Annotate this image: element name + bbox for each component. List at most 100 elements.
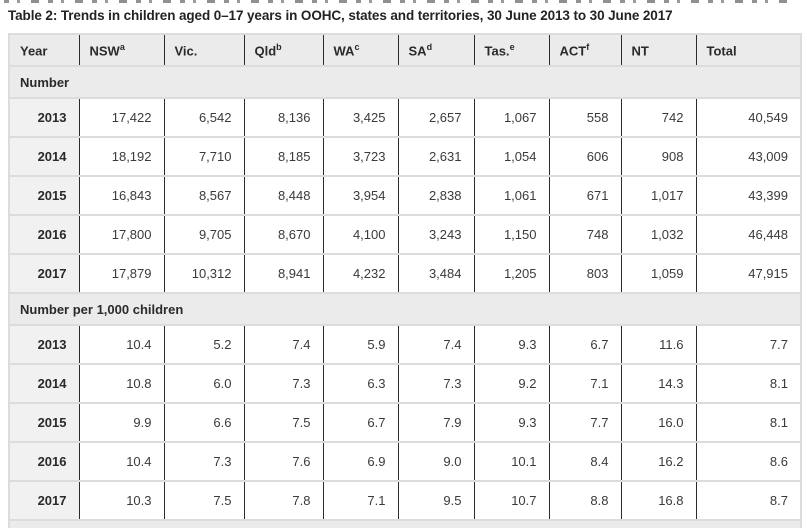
data-cell: 7.6 [243, 441, 323, 481]
footnote-marker: d [426, 41, 433, 52]
table-row: 2014 18,192 7,710 8,185 3,723 2,631 1,05… [9, 136, 801, 176]
data-cell: 46,448 [695, 214, 801, 254]
footnote-marker: f [586, 41, 590, 52]
data-cell: 8,185 [243, 136, 323, 176]
year-cell: 2017 [9, 480, 79, 520]
data-cell: 7,710 [163, 136, 244, 176]
data-cell: 43,009 [695, 136, 801, 176]
data-cell: 8.6 [695, 441, 801, 481]
data-cell: 9,705 [163, 214, 244, 254]
data-cell: 7.1 [322, 480, 398, 520]
data-cell: 14.3 [620, 363, 696, 403]
data-cell: 1,017 [620, 175, 696, 215]
data-cell: 10.4 [78, 441, 164, 481]
data-cell: 8,941 [243, 253, 323, 293]
data-cell: 3,484 [397, 253, 474, 293]
data-cell: 8.8 [548, 480, 621, 520]
data-cell: 803 [548, 253, 621, 293]
data-cell: 1,067 [473, 97, 549, 137]
data-cell: 5.2 [163, 324, 244, 364]
data-cell: 6.0 [163, 363, 244, 403]
next-section-band-clipped [9, 519, 801, 528]
oohc-trends-table: Year NSWa Vic. Qldb WAc SAd Tas.e ACTf N… [8, 33, 802, 528]
data-cell: 7.1 [548, 363, 621, 403]
data-cell: 742 [620, 97, 696, 137]
col-header-act: ACTf [548, 33, 621, 66]
col-header-total: Total [695, 33, 801, 66]
data-cell: 10.1 [473, 441, 549, 481]
section-label: Number [9, 65, 801, 98]
data-cell: 16.0 [620, 402, 696, 442]
data-cell: 10.7 [473, 480, 549, 520]
data-cell: 6.3 [322, 363, 398, 403]
data-cell: 3,243 [397, 214, 474, 254]
data-cell: 6.9 [322, 441, 398, 481]
data-cell: 748 [548, 214, 621, 254]
clipped-text-remnant [4, 0, 794, 3]
data-cell: 2,657 [397, 97, 474, 137]
data-cell: 9.2 [473, 363, 549, 403]
col-header-tas: Tas.e [473, 33, 549, 66]
data-cell: 9.9 [78, 402, 164, 442]
data-cell: 1,205 [473, 253, 549, 293]
table-row: 2015 16,843 8,567 8,448 3,954 2,838 1,06… [9, 175, 801, 215]
data-cell: 16.8 [620, 480, 696, 520]
footnote-marker: c [354, 41, 360, 52]
data-cell: 1,054 [473, 136, 549, 176]
section-band-number: Number [9, 65, 801, 98]
header-row: Year NSWa Vic. Qldb WAc SAd Tas.e ACTf N… [9, 33, 801, 66]
year-cell: 2013 [9, 324, 79, 364]
data-cell: 9.3 [473, 402, 549, 442]
data-cell: 671 [548, 175, 621, 215]
table-row: 2014 10.8 6.0 7.3 6.3 7.3 9.2 7.1 14.3 8… [9, 363, 801, 403]
data-cell: 7.4 [243, 324, 323, 364]
data-cell: 8.7 [695, 480, 801, 520]
data-cell: 8,670 [243, 214, 323, 254]
year-cell: 2014 [9, 136, 79, 176]
data-cell: 8.1 [695, 363, 801, 403]
col-header-nt: NT [620, 33, 696, 66]
data-cell: 7.8 [243, 480, 323, 520]
data-cell: 1,150 [473, 214, 549, 254]
data-cell: 6,542 [163, 97, 244, 137]
data-cell: 6.6 [163, 402, 244, 442]
data-cell: 7.3 [243, 363, 323, 403]
data-cell: 47,915 [695, 253, 801, 293]
data-cell: 9.3 [473, 324, 549, 364]
year-cell: 2014 [9, 363, 79, 403]
data-cell: 908 [620, 136, 696, 176]
data-cell: 8,567 [163, 175, 244, 215]
footnote-marker: b [276, 41, 282, 52]
data-cell: 17,422 [78, 97, 164, 137]
data-cell: 7.9 [397, 402, 474, 442]
data-cell: 1,061 [473, 175, 549, 215]
data-cell: 16,843 [78, 175, 164, 215]
footnote-marker: e [509, 41, 515, 52]
table-row: 2013 17,422 6,542 8,136 3,425 2,657 1,06… [9, 97, 801, 137]
data-cell: 11.6 [620, 324, 696, 364]
data-cell: 1,032 [620, 214, 696, 254]
section-band-rate: Number per 1,000 children [9, 292, 801, 325]
data-cell: 7.7 [548, 402, 621, 442]
data-cell: 8.1 [695, 402, 801, 442]
data-cell: 6.7 [548, 324, 621, 364]
data-cell: 43,399 [695, 175, 801, 215]
data-cell: 2,838 [397, 175, 474, 215]
data-cell: 16.2 [620, 441, 696, 481]
year-cell: 2015 [9, 175, 79, 215]
data-cell: 10.4 [78, 324, 164, 364]
data-cell: 18,192 [78, 136, 164, 176]
year-cell: 2017 [9, 253, 79, 293]
data-cell: 5.9 [322, 324, 398, 364]
footnote-marker: a [119, 41, 125, 52]
data-cell: 10.8 [78, 363, 164, 403]
col-header-sa: SAd [397, 33, 474, 66]
data-cell: 40,549 [695, 97, 801, 137]
table-row: 2013 10.4 5.2 7.4 5.9 7.4 9.3 6.7 11.6 7… [9, 324, 801, 364]
col-header-qld: Qldb [243, 33, 323, 66]
year-cell: 2015 [9, 402, 79, 442]
data-cell: 8,448 [243, 175, 323, 215]
year-cell: 2013 [9, 97, 79, 137]
table-row: 2015 9.9 6.6 7.5 6.7 7.9 9.3 7.7 16.0 8.… [9, 402, 801, 442]
